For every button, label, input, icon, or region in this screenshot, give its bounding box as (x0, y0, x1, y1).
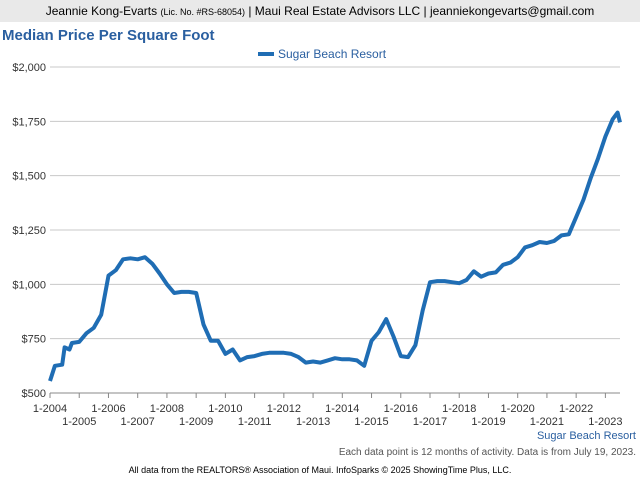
header: Jeannie Kong-Evarts (Lic. No. #RS-68054)… (46, 4, 595, 18)
header-details: | Maui Real Estate Advisors LLC | jeanni… (248, 4, 594, 18)
x-tick-label: 1-2021 (530, 416, 564, 428)
x-tick-label: 1-2004 (33, 403, 67, 415)
x-tick-label: 1-2022 (559, 403, 593, 415)
x-tick-label: 1-2012 (267, 403, 301, 415)
x-tick-label: 1-2017 (413, 416, 447, 428)
series-line (48, 110, 622, 382)
x-tick-label: 1-2008 (150, 403, 184, 415)
x-tick-label: 1-2023 (588, 416, 622, 428)
note: Each data point is 12 months of activity… (339, 447, 636, 458)
chart-title: Median Price Per Square Foot (2, 27, 215, 44)
x-tick-label: 1-2019 (471, 416, 505, 428)
y-tick-label: $1,000 (12, 279, 46, 291)
y-tick-label: $1,750 (12, 116, 46, 128)
axis-caption: Sugar Beach Resort (537, 430, 636, 442)
x-tick-label: 1-2007 (121, 416, 155, 428)
header-name: Jeannie Kong-Evarts (46, 4, 157, 18)
x-tick-label: 1-2005 (62, 416, 96, 428)
x-tick-label: 1-2015 (354, 416, 388, 428)
x-tick-label: 1-2011 (238, 416, 271, 428)
y-tick-label: $1,500 (12, 171, 46, 183)
y-tick-label: $1,250 (12, 225, 46, 237)
header-license: (Lic. No. #RS-68054) (160, 7, 245, 17)
y-tick-label: $500 (22, 388, 46, 400)
header-bar (0, 0, 640, 22)
x-tick-label: 1-2013 (296, 416, 330, 428)
y-tick-label: $750 (22, 334, 46, 346)
legend-label: Sugar Beach Resort (278, 47, 387, 61)
x-tick-label: 1-2018 (442, 403, 476, 415)
x-tick-label: 1-2016 (384, 403, 418, 415)
x-tick-label: 1-2020 (501, 403, 535, 415)
x-tick-label: 1-2009 (179, 416, 213, 428)
x-tick-label: 1-2006 (91, 403, 125, 415)
y-tick-label: $2,000 (12, 62, 46, 74)
x-tick-label: 1-2010 (208, 403, 242, 415)
footer: All data from the REALTORS® Association … (129, 465, 512, 475)
x-tick-label: 1-2014 (325, 403, 359, 415)
